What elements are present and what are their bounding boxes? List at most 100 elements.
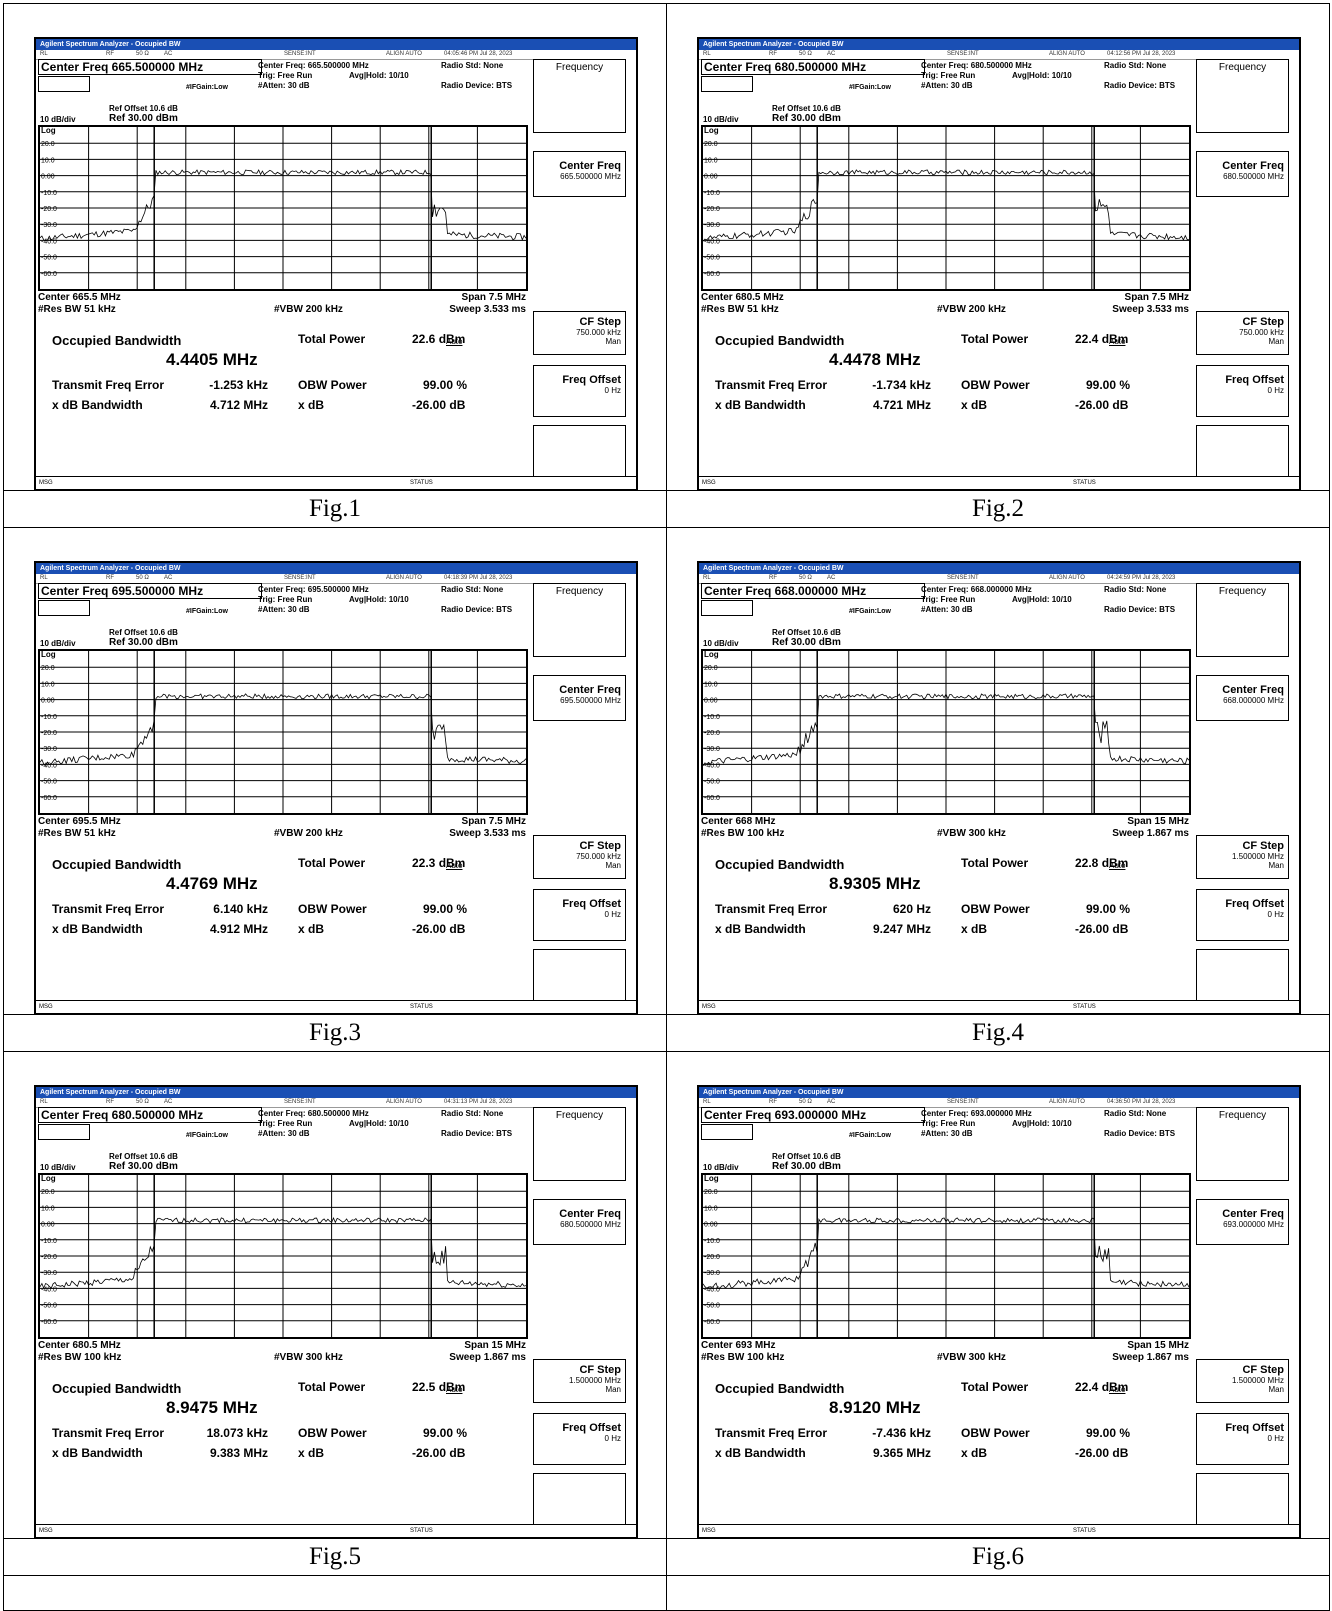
center-freq-display[interactable]: Center Freq 665.500000 MHz xyxy=(38,59,262,75)
softkey-freq-offset-label: Freq Offset xyxy=(562,1422,621,1434)
trig-info: Trig: Free Run xyxy=(921,71,976,80)
status-bar: RL RF 50 Ω AC SENSE:INT ALIGN AUTO 04:31… xyxy=(36,1098,540,1108)
input-box[interactable] xyxy=(701,600,753,616)
y-tick-label: 0.00 xyxy=(704,698,718,705)
softkey-center-freq[interactable]: Center Freq 680.500000 MHz xyxy=(533,1199,626,1245)
spectrum-trace xyxy=(703,169,1189,242)
center-freq-display[interactable]: Center Freq 693.000000 MHz xyxy=(701,1107,925,1123)
softkey-auto[interactable]: Auto xyxy=(1109,861,1126,870)
trig-info: Trig: Free Run xyxy=(921,595,976,604)
softkey-center-freq[interactable]: Center Freq 693.000000 MHz xyxy=(1196,1199,1289,1245)
softkey-freq-offset[interactable]: Freq Offset 0 Hz xyxy=(1196,365,1289,417)
center-label: Center 680.5 MHz xyxy=(701,292,784,303)
softkey-empty[interactable] xyxy=(1196,949,1289,1001)
softkey-freq-offset-label: Freq Offset xyxy=(562,374,621,386)
softkey-frequency-menu[interactable]: Frequency xyxy=(533,583,626,657)
spectrum-trace xyxy=(40,1216,526,1290)
softkey-man[interactable]: Man xyxy=(605,337,621,346)
softkey-auto[interactable]: Auto xyxy=(1109,337,1126,346)
softkey-center-freq-value: 693.000000 MHz xyxy=(1223,1220,1284,1229)
softkey-freq-offset-value: 0 Hz xyxy=(604,386,621,395)
softkey-empty[interactable] xyxy=(533,949,626,1001)
softkey-frequency-menu[interactable]: Frequency xyxy=(1196,59,1289,133)
softkey-cf-step[interactable]: CF Step 1.500000 MHz Auto Man xyxy=(446,1359,626,1403)
center-freq-display[interactable]: Center Freq 680.500000 MHz xyxy=(38,1107,262,1123)
softkey-cf-step[interactable]: CF Step 750.000 kHz Auto Man xyxy=(1109,311,1289,355)
softkey-frequency-menu[interactable]: Frequency xyxy=(1196,1107,1289,1181)
y-tick-label: -10.0 xyxy=(704,714,720,721)
softkey-panel: Frequency Center Freq 695.500000 MHz CF … xyxy=(446,583,636,1001)
softkey-man[interactable]: Man xyxy=(1268,1385,1284,1394)
softkey-empty[interactable] xyxy=(1196,425,1289,477)
softkey-center-freq[interactable]: Center Freq 665.500000 MHz xyxy=(533,151,626,197)
input-box[interactable] xyxy=(38,600,90,616)
softkey-empty[interactable] xyxy=(533,1473,626,1525)
tx-freq-err-label: Transmit Freq Error xyxy=(52,902,165,916)
msg-label: MSG xyxy=(702,480,716,486)
y-tick-label: -40.0 xyxy=(41,1286,57,1293)
softkey-empty[interactable] xyxy=(1196,1473,1289,1525)
y-tick-label: -10.0 xyxy=(41,714,57,721)
input-box[interactable] xyxy=(701,1124,753,1140)
softkey-auto[interactable]: Auto xyxy=(446,337,463,346)
xdb-bw-label: x dB Bandwidth xyxy=(715,922,806,936)
softkey-empty[interactable] xyxy=(533,425,626,477)
softkey-man[interactable]: Man xyxy=(605,1385,621,1394)
softkey-man[interactable]: Man xyxy=(1268,861,1284,870)
occ-bw-label: Occupied Bandwidth xyxy=(715,333,845,348)
softkey-man[interactable]: Man xyxy=(1268,337,1284,346)
ifgain-info: #IFGain:Low xyxy=(186,1132,228,1139)
status-sense: SENSE:INT xyxy=(947,51,979,57)
xdb-bw-value: 4.721 MHz xyxy=(872,398,931,412)
trig-info: Trig: Free Run xyxy=(258,1119,313,1128)
input-box[interactable] xyxy=(38,76,90,92)
status-rl: RL xyxy=(703,1099,711,1105)
center-freq-display[interactable]: Center Freq 680.500000 MHz xyxy=(701,59,925,75)
softkey-freq-offset-value: 0 Hz xyxy=(604,910,621,919)
softkey-cf-step[interactable]: CF Step 750.000 kHz Auto Man xyxy=(446,311,626,355)
softkey-center-freq[interactable]: Center Freq 668.000000 MHz xyxy=(1196,675,1289,721)
total-power-label: Total Power xyxy=(298,1380,366,1394)
softkey-auto[interactable]: Auto xyxy=(446,861,463,870)
softkey-man[interactable]: Man xyxy=(605,861,621,870)
softkey-freq-offset-value: 0 Hz xyxy=(1267,1434,1284,1443)
message-bar: MSG STATUS xyxy=(699,476,1299,489)
softkey-center-freq[interactable]: Center Freq 695.500000 MHz xyxy=(533,675,626,721)
softkey-auto[interactable]: Auto xyxy=(1109,1385,1126,1394)
softkey-frequency-menu[interactable]: Frequency xyxy=(533,59,626,133)
status-sense: SENSE:INT xyxy=(284,1099,316,1105)
softkey-frequency-menu[interactable]: Frequency xyxy=(1196,583,1289,657)
softkey-center-freq-label: Center Freq xyxy=(559,1208,621,1220)
softkey-freq-offset[interactable]: Freq Offset 0 Hz xyxy=(533,1413,626,1465)
tx-freq-err-value: 6.140 kHz xyxy=(213,902,268,916)
softkey-cf-step-label: CF Step xyxy=(1242,840,1284,852)
softkey-frequency-menu[interactable]: Frequency xyxy=(533,1107,626,1181)
status-time: 04:12:56 PM Jul 28, 2023 xyxy=(1107,51,1176,57)
tx-freq-err-value: -1.253 kHz xyxy=(209,378,268,392)
xdb-bw-value: 9.383 MHz xyxy=(209,1446,268,1460)
softkey-freq-offset[interactable]: Freq Offset 0 Hz xyxy=(533,365,626,417)
input-box[interactable] xyxy=(701,76,753,92)
softkey-freq-offset[interactable]: Freq Offset 0 Hz xyxy=(1196,889,1289,941)
y-tick-label: -60.0 xyxy=(41,271,57,278)
softkey-center-freq[interactable]: Center Freq 680.500000 MHz xyxy=(1196,151,1289,197)
auto-man-row: Auto Man xyxy=(1109,861,1284,870)
softkey-cf-step[interactable]: CF Step 750.000 kHz Auto Man xyxy=(446,835,626,879)
softkey-cf-step[interactable]: CF Step 1.500000 MHz Auto Man xyxy=(1109,1359,1289,1403)
center-freq-display[interactable]: Center Freq 695.500000 MHz xyxy=(38,583,262,599)
softkey-freq-offset[interactable]: Freq Offset 0 Hz xyxy=(1196,1413,1289,1465)
obw-power-value: 99.00 % xyxy=(1086,1426,1131,1440)
softkey-cf-step[interactable]: CF Step 1.500000 MHz Auto Man xyxy=(1109,835,1289,879)
softkey-freq-offset[interactable]: Freq Offset 0 Hz xyxy=(533,889,626,941)
input-box[interactable] xyxy=(38,1124,90,1140)
center-freq-display[interactable]: Center Freq 668.000000 MHz xyxy=(701,583,925,599)
status-ac: AC xyxy=(827,1099,836,1105)
log-label: Log xyxy=(41,650,56,659)
y-tick-label: -30.0 xyxy=(41,746,57,753)
obw-power-label: OBW Power xyxy=(298,378,367,392)
y-tick-label: -20.0 xyxy=(704,206,720,213)
softkey-auto[interactable]: Auto xyxy=(446,1385,463,1394)
tx-freq-err-value: 620 Hz xyxy=(892,902,931,916)
occ-bw-value: 4.4405 MHz xyxy=(166,350,258,369)
status-label: STATUS xyxy=(1073,1528,1096,1534)
